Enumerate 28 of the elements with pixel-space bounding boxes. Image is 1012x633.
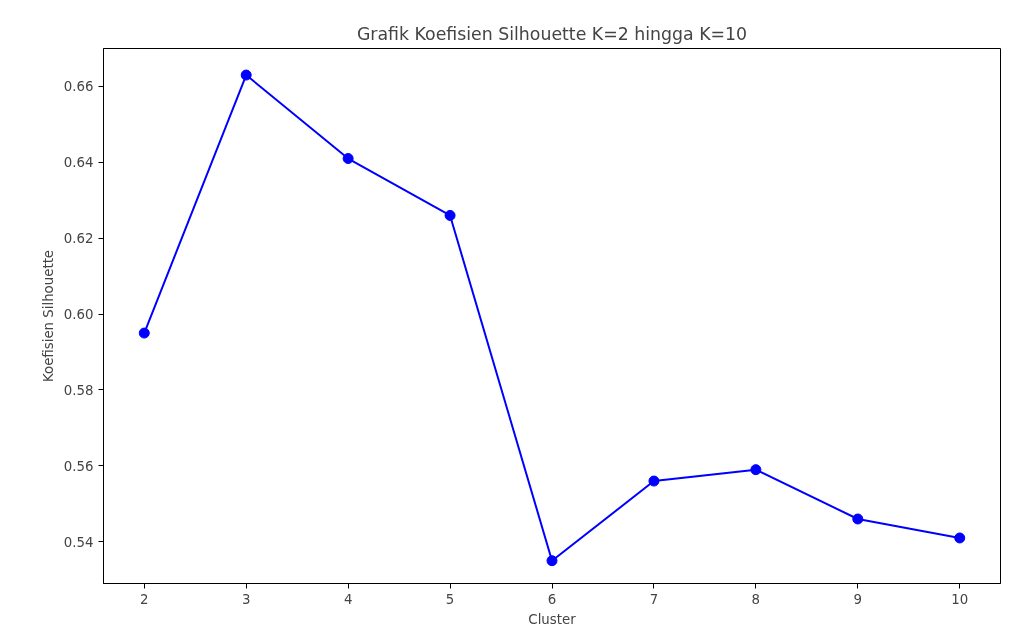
- point: [648, 475, 660, 487]
- x-tick-label: 6: [547, 591, 557, 607]
- x-tick-label: 7: [649, 591, 659, 607]
- y-tick-label: 0.58: [63, 382, 94, 398]
- chart-title: Grafik Koefisien Silhouette K=2 hingga K=10: [356, 23, 748, 44]
- x-tick-label: 9: [853, 591, 863, 607]
- y-tick-label: 0.64: [63, 155, 94, 171]
- x-tick-label: 10: [951, 591, 969, 607]
- y-tick-label: 0.56: [63, 458, 94, 474]
- point: [138, 327, 150, 339]
- point: [750, 464, 762, 476]
- x-tick-label: 3: [241, 591, 251, 607]
- x-axis-title: Cluster: [528, 611, 577, 627]
- x-tick-label: 8: [751, 591, 761, 607]
- point: [342, 153, 354, 165]
- point: [852, 513, 864, 525]
- x-tick-label: 4: [343, 591, 353, 607]
- x-tick-label: 2: [140, 591, 149, 607]
- y-axis-title: Koefisien Silhouette: [40, 249, 56, 383]
- point: [240, 69, 252, 81]
- point: [546, 555, 558, 567]
- point: [954, 532, 966, 544]
- y-tick-label: 0.54: [63, 534, 94, 550]
- point: [444, 209, 456, 221]
- y-tick-label: 0.62: [63, 231, 94, 247]
- y-tick-label: 0.66: [63, 79, 94, 95]
- y-tick-label: 0.60: [63, 307, 94, 323]
- x-tick-label: 5: [445, 591, 455, 607]
